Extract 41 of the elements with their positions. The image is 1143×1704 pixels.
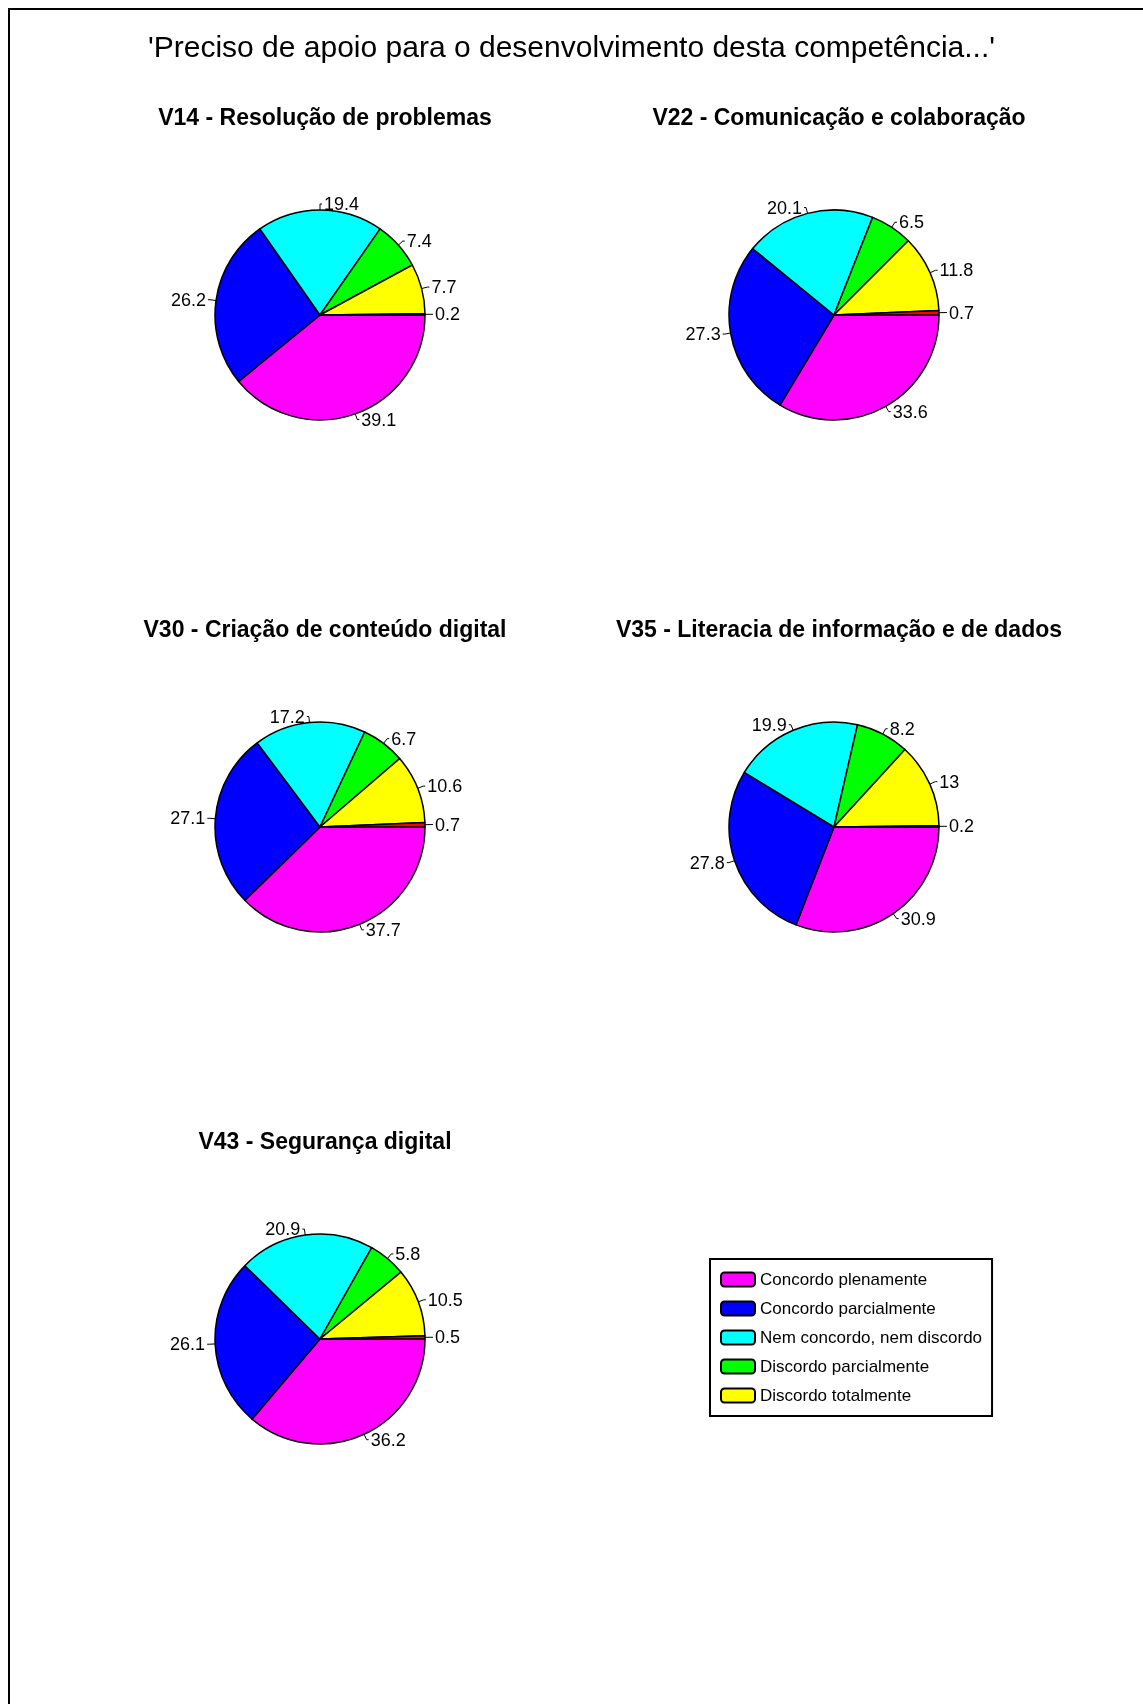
- data-label: 39.1: [361, 409, 397, 430]
- data-label: 20.1: [767, 197, 803, 218]
- data-label: 11.8: [939, 260, 974, 281]
- data-label: 27.3: [685, 324, 721, 345]
- legend-label: Concordo parcialmente: [760, 1299, 936, 1318]
- data-label: 19.4: [324, 194, 360, 214]
- legend-label: Discordo parcialmente: [760, 1357, 930, 1376]
- data-label: 37.7: [365, 919, 401, 940]
- chart-title: V14 - Resolução de problemas: [158, 103, 492, 130]
- data-label: 27.8: [689, 852, 725, 873]
- data-label: 5.8: [395, 1243, 421, 1264]
- data-label: 6.5: [898, 212, 924, 233]
- data-label: 0.2: [949, 816, 975, 837]
- data-label: 0.7: [948, 302, 974, 323]
- chart-title: V30 - Criação de conteúdo digital: [143, 615, 507, 642]
- data-label: 10.5: [427, 1289, 463, 1310]
- data-label: 0.7: [434, 814, 460, 835]
- data-label: 7.4: [406, 231, 432, 252]
- chart-title: V35 - Literacia de informação e de dados: [615, 615, 1063, 642]
- chart-title: V43 - Segurança digital: [198, 1127, 452, 1154]
- chart-title: V22 - Comunicação e colaboração: [652, 103, 1026, 130]
- data-label: 10.6: [427, 776, 463, 797]
- data-label: 20.9: [265, 1219, 301, 1240]
- data-label: 19.9: [751, 714, 787, 735]
- text: 'Preciso de apoio para o desenvolvimento desta competência...': [147, 30, 996, 64]
- data-label: 0.2: [435, 304, 461, 325]
- data-label: 0.5: [434, 1327, 461, 1348]
- data-label: 6.7: [391, 728, 417, 749]
- data-label: 13: [939, 771, 960, 792]
- data-label: 36.2: [370, 1429, 406, 1450]
- data-label: 33.6: [892, 401, 928, 422]
- data-label: 30.9: [900, 908, 936, 929]
- legend-label: Concordo plenamente: [760, 1270, 928, 1289]
- data-label: 26.1: [170, 1334, 206, 1355]
- data-label: 17.2: [269, 706, 305, 727]
- data-label: 27.1: [170, 808, 206, 829]
- data-label: 7.7: [431, 277, 457, 298]
- data-label: 8.2: [889, 718, 915, 739]
- legend-label: Discordo totalmente: [760, 1386, 912, 1405]
- legend-label: Nem concordo, nem discordo: [760, 1328, 983, 1347]
- data-label: 26.2: [171, 289, 207, 310]
